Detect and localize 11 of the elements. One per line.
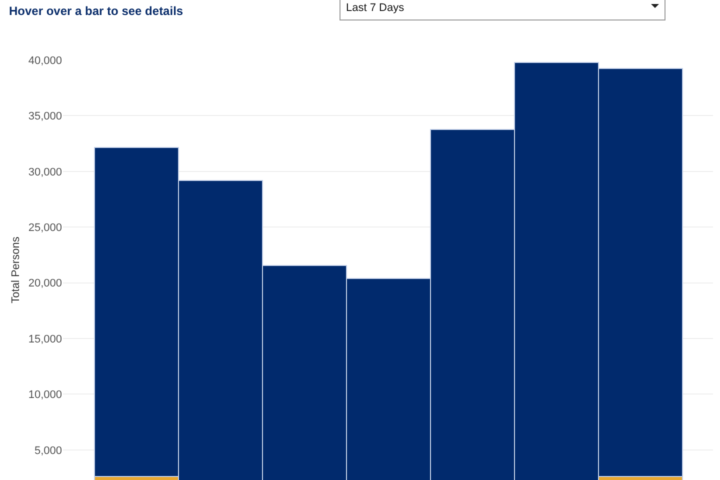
y-tick-label: 25,000 xyxy=(28,222,62,234)
y-tick-label: 10,000 xyxy=(28,389,62,402)
y-tick-label: 40,000 xyxy=(28,54,62,67)
y-tick-label: 15,000 xyxy=(28,333,62,346)
y-tick-label: 20,000 xyxy=(28,278,62,290)
y-axis-title: Total Persons xyxy=(10,236,22,304)
y-tick-label: 5,000 xyxy=(34,444,62,457)
chart-title: Hover over a bar to see details xyxy=(9,4,184,18)
y-tick-label: 30,000 xyxy=(28,166,62,178)
text: Last 7 Days xyxy=(346,2,405,14)
y-tick-label: 35,000 xyxy=(28,110,62,123)
